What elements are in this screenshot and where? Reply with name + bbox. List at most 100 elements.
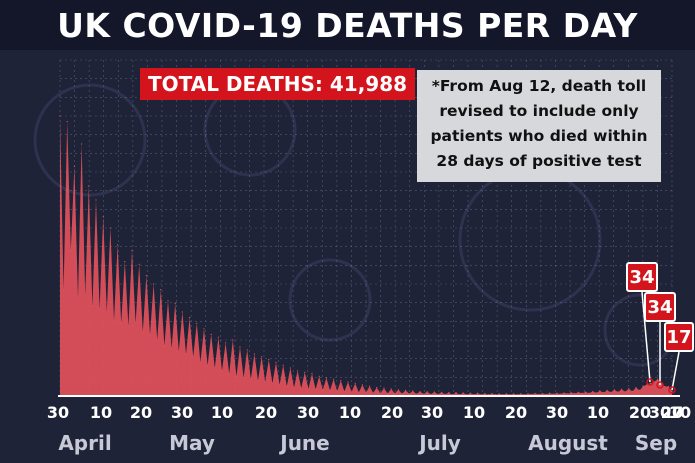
callout-leaders xyxy=(641,291,680,394)
data-point xyxy=(592,390,594,393)
month-label: July xyxy=(417,431,461,455)
data-point xyxy=(430,393,432,395)
data-point xyxy=(570,392,572,394)
data-point xyxy=(333,378,335,380)
data-point xyxy=(300,387,302,389)
data-point xyxy=(502,394,504,396)
data-point xyxy=(448,392,450,394)
x-tick-label: 27 xyxy=(661,403,683,422)
data-point xyxy=(379,392,381,394)
data-point xyxy=(491,392,493,395)
data-point xyxy=(462,392,464,394)
data-point xyxy=(520,393,522,395)
data-point xyxy=(210,333,212,335)
data-point xyxy=(156,339,158,341)
data-point xyxy=(167,300,169,302)
data-point xyxy=(297,370,299,372)
x-tick-label: 30 xyxy=(297,403,319,422)
data-point xyxy=(257,380,259,382)
data-point xyxy=(635,387,637,389)
data-point xyxy=(160,289,162,291)
data-point xyxy=(559,393,562,395)
data-point xyxy=(390,388,392,390)
data-point xyxy=(484,392,486,395)
data-point xyxy=(577,391,580,393)
data-point xyxy=(84,294,86,296)
data-point xyxy=(279,384,281,386)
data-point xyxy=(343,390,345,393)
data-point xyxy=(318,375,320,377)
callout-point xyxy=(668,386,676,394)
data-point xyxy=(606,389,608,391)
data-point xyxy=(117,244,119,246)
data-point xyxy=(106,311,108,313)
data-point xyxy=(322,389,324,391)
data-point xyxy=(628,388,630,390)
data-point xyxy=(271,382,273,384)
data-point xyxy=(282,364,284,366)
data-point xyxy=(171,347,173,349)
data-point xyxy=(329,389,331,391)
data-point xyxy=(214,367,216,369)
data-point xyxy=(617,391,619,393)
data-point xyxy=(221,370,223,372)
data-point xyxy=(109,227,111,229)
data-point xyxy=(588,392,590,394)
data-point xyxy=(225,342,227,344)
data-point xyxy=(415,393,417,395)
data-point xyxy=(671,390,673,392)
month-label: Sep xyxy=(635,431,677,455)
data-point xyxy=(657,378,659,380)
data-point xyxy=(369,385,371,387)
data-point xyxy=(498,393,500,395)
data-point xyxy=(235,375,237,377)
data-point xyxy=(246,349,248,351)
month-label: May xyxy=(169,431,215,455)
data-point xyxy=(354,382,356,384)
data-point xyxy=(423,393,425,395)
data-point xyxy=(469,392,471,394)
data-point xyxy=(631,390,634,393)
x-tick-label: 30 xyxy=(649,403,671,422)
x-tick-label: 20 xyxy=(255,403,277,422)
callout-point xyxy=(646,378,654,386)
data-point xyxy=(516,394,518,396)
data-point xyxy=(351,391,353,393)
data-point xyxy=(549,392,551,394)
chart-peaks xyxy=(59,115,673,396)
data-point xyxy=(408,393,410,395)
data-point xyxy=(534,392,536,395)
x-tick-label: 20 xyxy=(505,403,527,422)
callout-leader xyxy=(671,351,680,391)
x-tick-label: 10 xyxy=(339,403,361,422)
data-point xyxy=(250,378,252,380)
x-tick-label: 30 xyxy=(171,403,193,422)
x-tick-label: 10 xyxy=(90,403,112,422)
callout-label-3: 17 xyxy=(664,322,694,352)
x-tick-label: 30 xyxy=(546,403,568,422)
callout-leader xyxy=(641,291,651,383)
data-point xyxy=(563,392,565,394)
data-point xyxy=(192,356,194,358)
data-point xyxy=(149,333,151,335)
data-point xyxy=(145,275,147,277)
data-point xyxy=(153,283,155,285)
x-tick-label: 10 xyxy=(669,403,691,422)
data-point xyxy=(95,199,97,201)
data-point xyxy=(372,392,374,394)
x-tick-label: 10 xyxy=(211,403,233,422)
data-point xyxy=(621,388,623,390)
data-point xyxy=(289,367,291,369)
data-point xyxy=(624,391,626,393)
data-point xyxy=(135,322,137,324)
data-point xyxy=(138,263,140,265)
data-point xyxy=(199,361,201,363)
data-point xyxy=(239,346,241,348)
data-point xyxy=(253,353,255,355)
callout-label-2: 34 xyxy=(644,292,676,322)
data-point xyxy=(426,391,428,393)
chart-title: UK COVID-19 DEATHS PER DAY xyxy=(57,5,638,45)
data-point xyxy=(567,393,569,395)
data-point xyxy=(599,390,601,392)
